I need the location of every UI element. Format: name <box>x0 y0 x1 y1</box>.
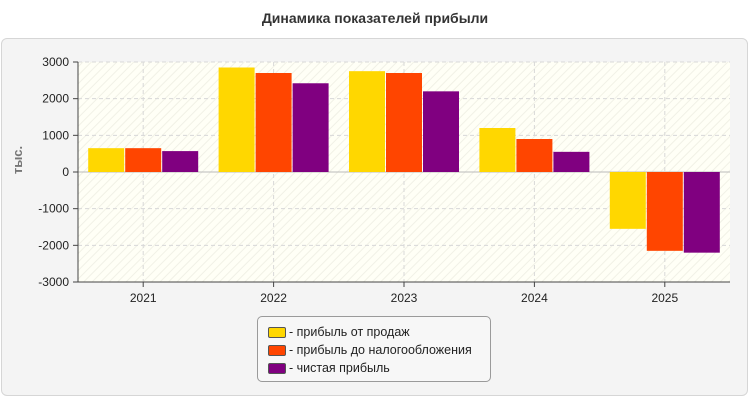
legend-label: прибыль до налогообложения <box>296 343 472 357</box>
bar <box>292 83 329 172</box>
bar <box>386 73 422 172</box>
legend-item: - прибыль от продаж <box>268 323 490 341</box>
bar <box>255 73 292 172</box>
x-tick-label: 2025 <box>651 291 678 305</box>
bar <box>553 151 590 172</box>
y-tick-label: -2000 <box>38 238 69 252</box>
y-tick-label: -1000 <box>38 202 69 216</box>
bar <box>646 172 683 251</box>
y-tick-label: 2000 <box>42 92 69 106</box>
legend-item: - прибыль до налогообложения <box>268 341 490 359</box>
y-tick-label: 1000 <box>42 128 69 142</box>
legend-prefix: - <box>289 325 297 339</box>
legend-item: - чистая прибыль <box>268 359 490 377</box>
bar <box>88 148 125 172</box>
legend-swatch <box>268 362 286 374</box>
x-tick-label: 2024 <box>521 291 548 305</box>
axes: 3000 2000 1000 0 -1000 -2000 -3000 2021 2022 2023… <box>38 55 730 305</box>
legend: - прибыль от продаж - прибыль до налогоо… <box>257 316 491 382</box>
bar <box>218 67 255 172</box>
bar <box>162 151 199 172</box>
bar <box>609 172 646 229</box>
chart-title: Динамика показателей прибыли <box>261 10 489 26</box>
bar <box>125 148 162 172</box>
legend-prefix: - <box>289 343 297 357</box>
bar <box>683 172 720 253</box>
y-tick-label: 3000 <box>42 55 69 69</box>
x-tick-label: 2021 <box>130 291 157 305</box>
x-tick-label: 2022 <box>260 291 287 305</box>
bars <box>88 67 720 253</box>
bar <box>349 71 385 172</box>
y-tick-label: -3000 <box>38 275 69 289</box>
legend-label: прибыль от продаж <box>296 325 410 339</box>
x-tick-label: 2023 <box>391 291 418 305</box>
legend-label: чистая прибыль <box>296 361 390 375</box>
bar <box>479 128 516 172</box>
y-axis-label: тыс. <box>10 146 25 174</box>
legend-swatch <box>268 344 286 356</box>
y-tick-label: 0 <box>62 165 69 179</box>
bar <box>516 139 553 172</box>
bar <box>423 91 459 172</box>
legend-prefix: - <box>289 361 297 375</box>
legend-swatch <box>268 326 286 338</box>
